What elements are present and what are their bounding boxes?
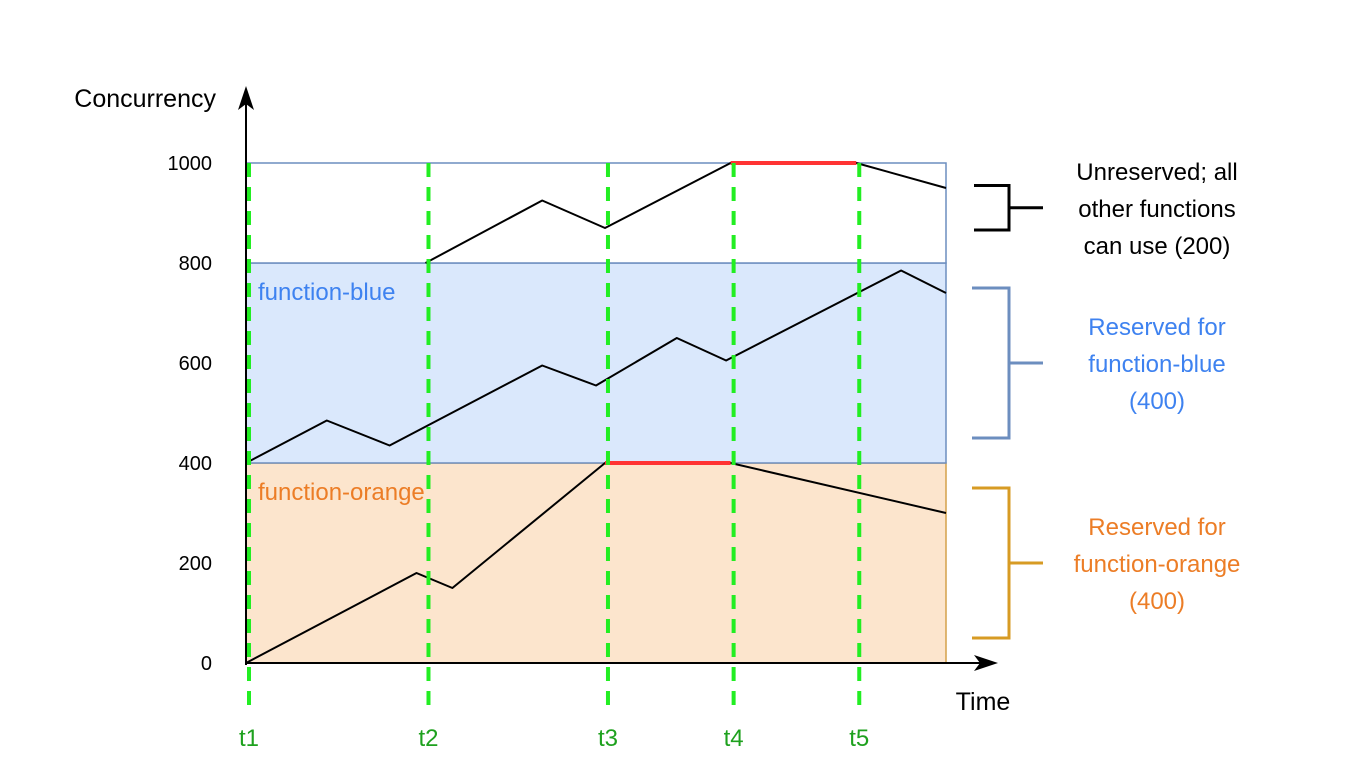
y-tick-label: 1000 (168, 153, 213, 175)
bracket-orange (972, 486, 1043, 640)
time-markers: t1 t2 t3 t4 t5 (239, 163, 869, 752)
region-label-function-blue: function-blue (258, 279, 395, 306)
y-axis-arrow-icon (238, 86, 254, 110)
region-label-function-orange: function-orange (258, 479, 425, 506)
x-axis-arrow-icon (974, 655, 998, 671)
bracket-label-line: Unreserved; all (1076, 159, 1237, 186)
y-tick-label: 600 (179, 353, 212, 375)
time-marker-label: t2 (418, 725, 438, 752)
time-marker-label: t3 (598, 725, 618, 752)
time-marker-label: t5 (849, 725, 869, 752)
axes: Concurrency Time (74, 85, 1010, 716)
bracket-label-line: Reserved for (1088, 314, 1225, 341)
time-marker-label: t4 (724, 725, 744, 752)
bracket-label-line: function-blue (1088, 351, 1225, 378)
curve-unreserved (425, 162, 947, 264)
reserved-regions: function-orange function-blue (245, 162, 947, 664)
region-function-orange (245, 462, 947, 664)
bracket-label-line: other functions (1078, 196, 1235, 223)
bracket-blue (972, 286, 1043, 440)
y-tick-label: 200 (179, 553, 212, 575)
curve-function-blue (245, 269, 947, 464)
bracket-label-line: (400) (1129, 588, 1185, 615)
x-axis-label: Time (956, 688, 1011, 716)
concurrency-curves (245, 162, 947, 664)
region-unreserved (245, 162, 947, 264)
y-axis-label: Concurrency (74, 85, 216, 113)
bracket-label-line: can use (200) (1084, 233, 1231, 260)
curve-function-orange (245, 462, 947, 664)
throttled-segments (604, 161, 857, 465)
bracket-label-line: (400) (1129, 388, 1185, 415)
reservation-brackets: Unreserved; all other functions can use (2… (972, 159, 1241, 640)
bracket-unreserved (974, 184, 1043, 232)
bracket-label-line: Reserved for (1088, 514, 1225, 541)
bracket-label-line: function-orange (1074, 551, 1241, 578)
y-tick-label: 0 (201, 653, 212, 675)
time-marker-label: t1 (239, 725, 259, 752)
y-tick-label: 800 (179, 253, 212, 275)
region-function-blue (245, 262, 947, 464)
y-tick-label: 400 (179, 453, 212, 475)
y-tick-labels: 0 200 400 600 800 1000 (168, 153, 213, 675)
